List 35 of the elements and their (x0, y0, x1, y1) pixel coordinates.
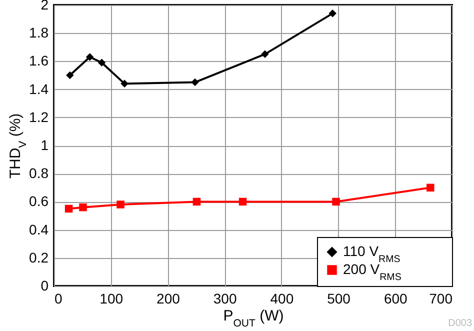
x-tick-label: 400 (270, 290, 294, 306)
text: D003 (448, 318, 472, 329)
x-tick-label: 200 (156, 290, 180, 306)
point (426, 184, 434, 192)
y-tick-label: 1.8 (29, 24, 49, 41)
point (261, 50, 269, 58)
x-axis-title: P$_{OUT}$ (W) (223, 308, 284, 330)
y-tick-label: 1.4 (29, 80, 49, 97)
point (79, 203, 87, 212)
point (64, 204, 73, 213)
point (238, 198, 247, 206)
y-tick-label: 2 (40, 0, 49, 12)
point (192, 198, 201, 206)
y-tick-label: 0.2 (29, 249, 49, 266)
x-tick-label: 700 (429, 290, 453, 306)
y-tick-label: 1 (40, 137, 49, 153)
y-tick-label: 0 (40, 278, 49, 294)
y-tick-label: 0.8 (29, 165, 49, 182)
x-tick-label: 600 (384, 290, 408, 306)
point (116, 200, 124, 208)
point (328, 10, 336, 18)
point (332, 198, 340, 206)
y-tick-label: 0.4 (29, 221, 49, 238)
x-tick-label: 500 (327, 290, 351, 306)
x-tick-label: 0 (54, 290, 62, 306)
point (66, 71, 74, 80)
y-tick-label: 1.2 (29, 108, 49, 125)
point (120, 80, 128, 88)
y-tick-label: 1.6 (29, 52, 49, 69)
point (86, 53, 94, 61)
x-tick-label: 300 (213, 290, 237, 306)
point (98, 58, 106, 66)
point (191, 78, 199, 86)
y-tick-label: 0.6 (29, 193, 49, 210)
x-tick-label: 100 (100, 290, 124, 306)
